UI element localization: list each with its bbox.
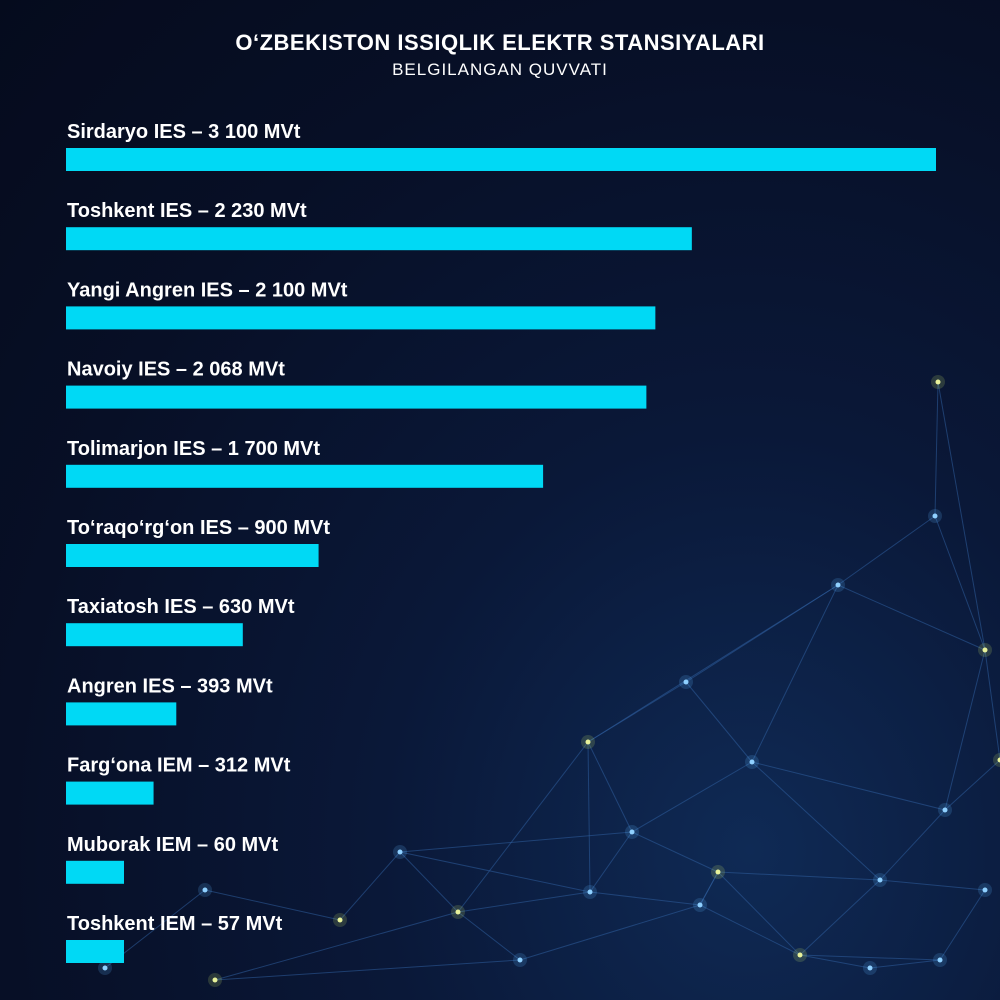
bar-label: Angren IES – 393 MVt bbox=[67, 675, 273, 697]
bar-label: Toshkent IES – 2 230 MVt bbox=[67, 200, 307, 222]
bar bbox=[66, 306, 656, 330]
bar bbox=[66, 544, 319, 567]
bar-label: Yangi Angren IES – 2 100 MVt bbox=[67, 279, 348, 301]
bar bbox=[66, 464, 544, 488]
bar bbox=[66, 623, 243, 647]
bar-label: Tolimarjon IES – 1 700 MVt bbox=[67, 438, 320, 460]
bar-label: Sirdaryo IES – 3 100 MVt bbox=[67, 121, 301, 143]
chart-title: O‘ZBEKISTON ISSIQLIK ELEKTR STANSIYALARI bbox=[235, 30, 765, 55]
bar bbox=[66, 702, 177, 726]
bar bbox=[66, 860, 124, 884]
chart-subtitle: BELGILANGAN QUVVATI bbox=[392, 60, 608, 79]
bar bbox=[66, 148, 936, 171]
bar-label: To‘raqo‘rg‘on IES – 900 MVt bbox=[67, 517, 330, 539]
bar-label: Taxiatosh IES – 630 MVt bbox=[67, 596, 295, 618]
bar-label: Navoiy IES – 2 068 MVt bbox=[67, 359, 285, 381]
bar-label: Muborak IEM – 60 MVt bbox=[67, 834, 278, 856]
bar-label: Toshkent IEM – 57 MVt bbox=[67, 913, 283, 935]
bar bbox=[66, 385, 647, 409]
bar bbox=[66, 227, 692, 251]
bar-label: Farg‘ona IEM – 312 MVt bbox=[67, 755, 291, 777]
bar bbox=[66, 940, 124, 963]
bar bbox=[66, 781, 154, 805]
